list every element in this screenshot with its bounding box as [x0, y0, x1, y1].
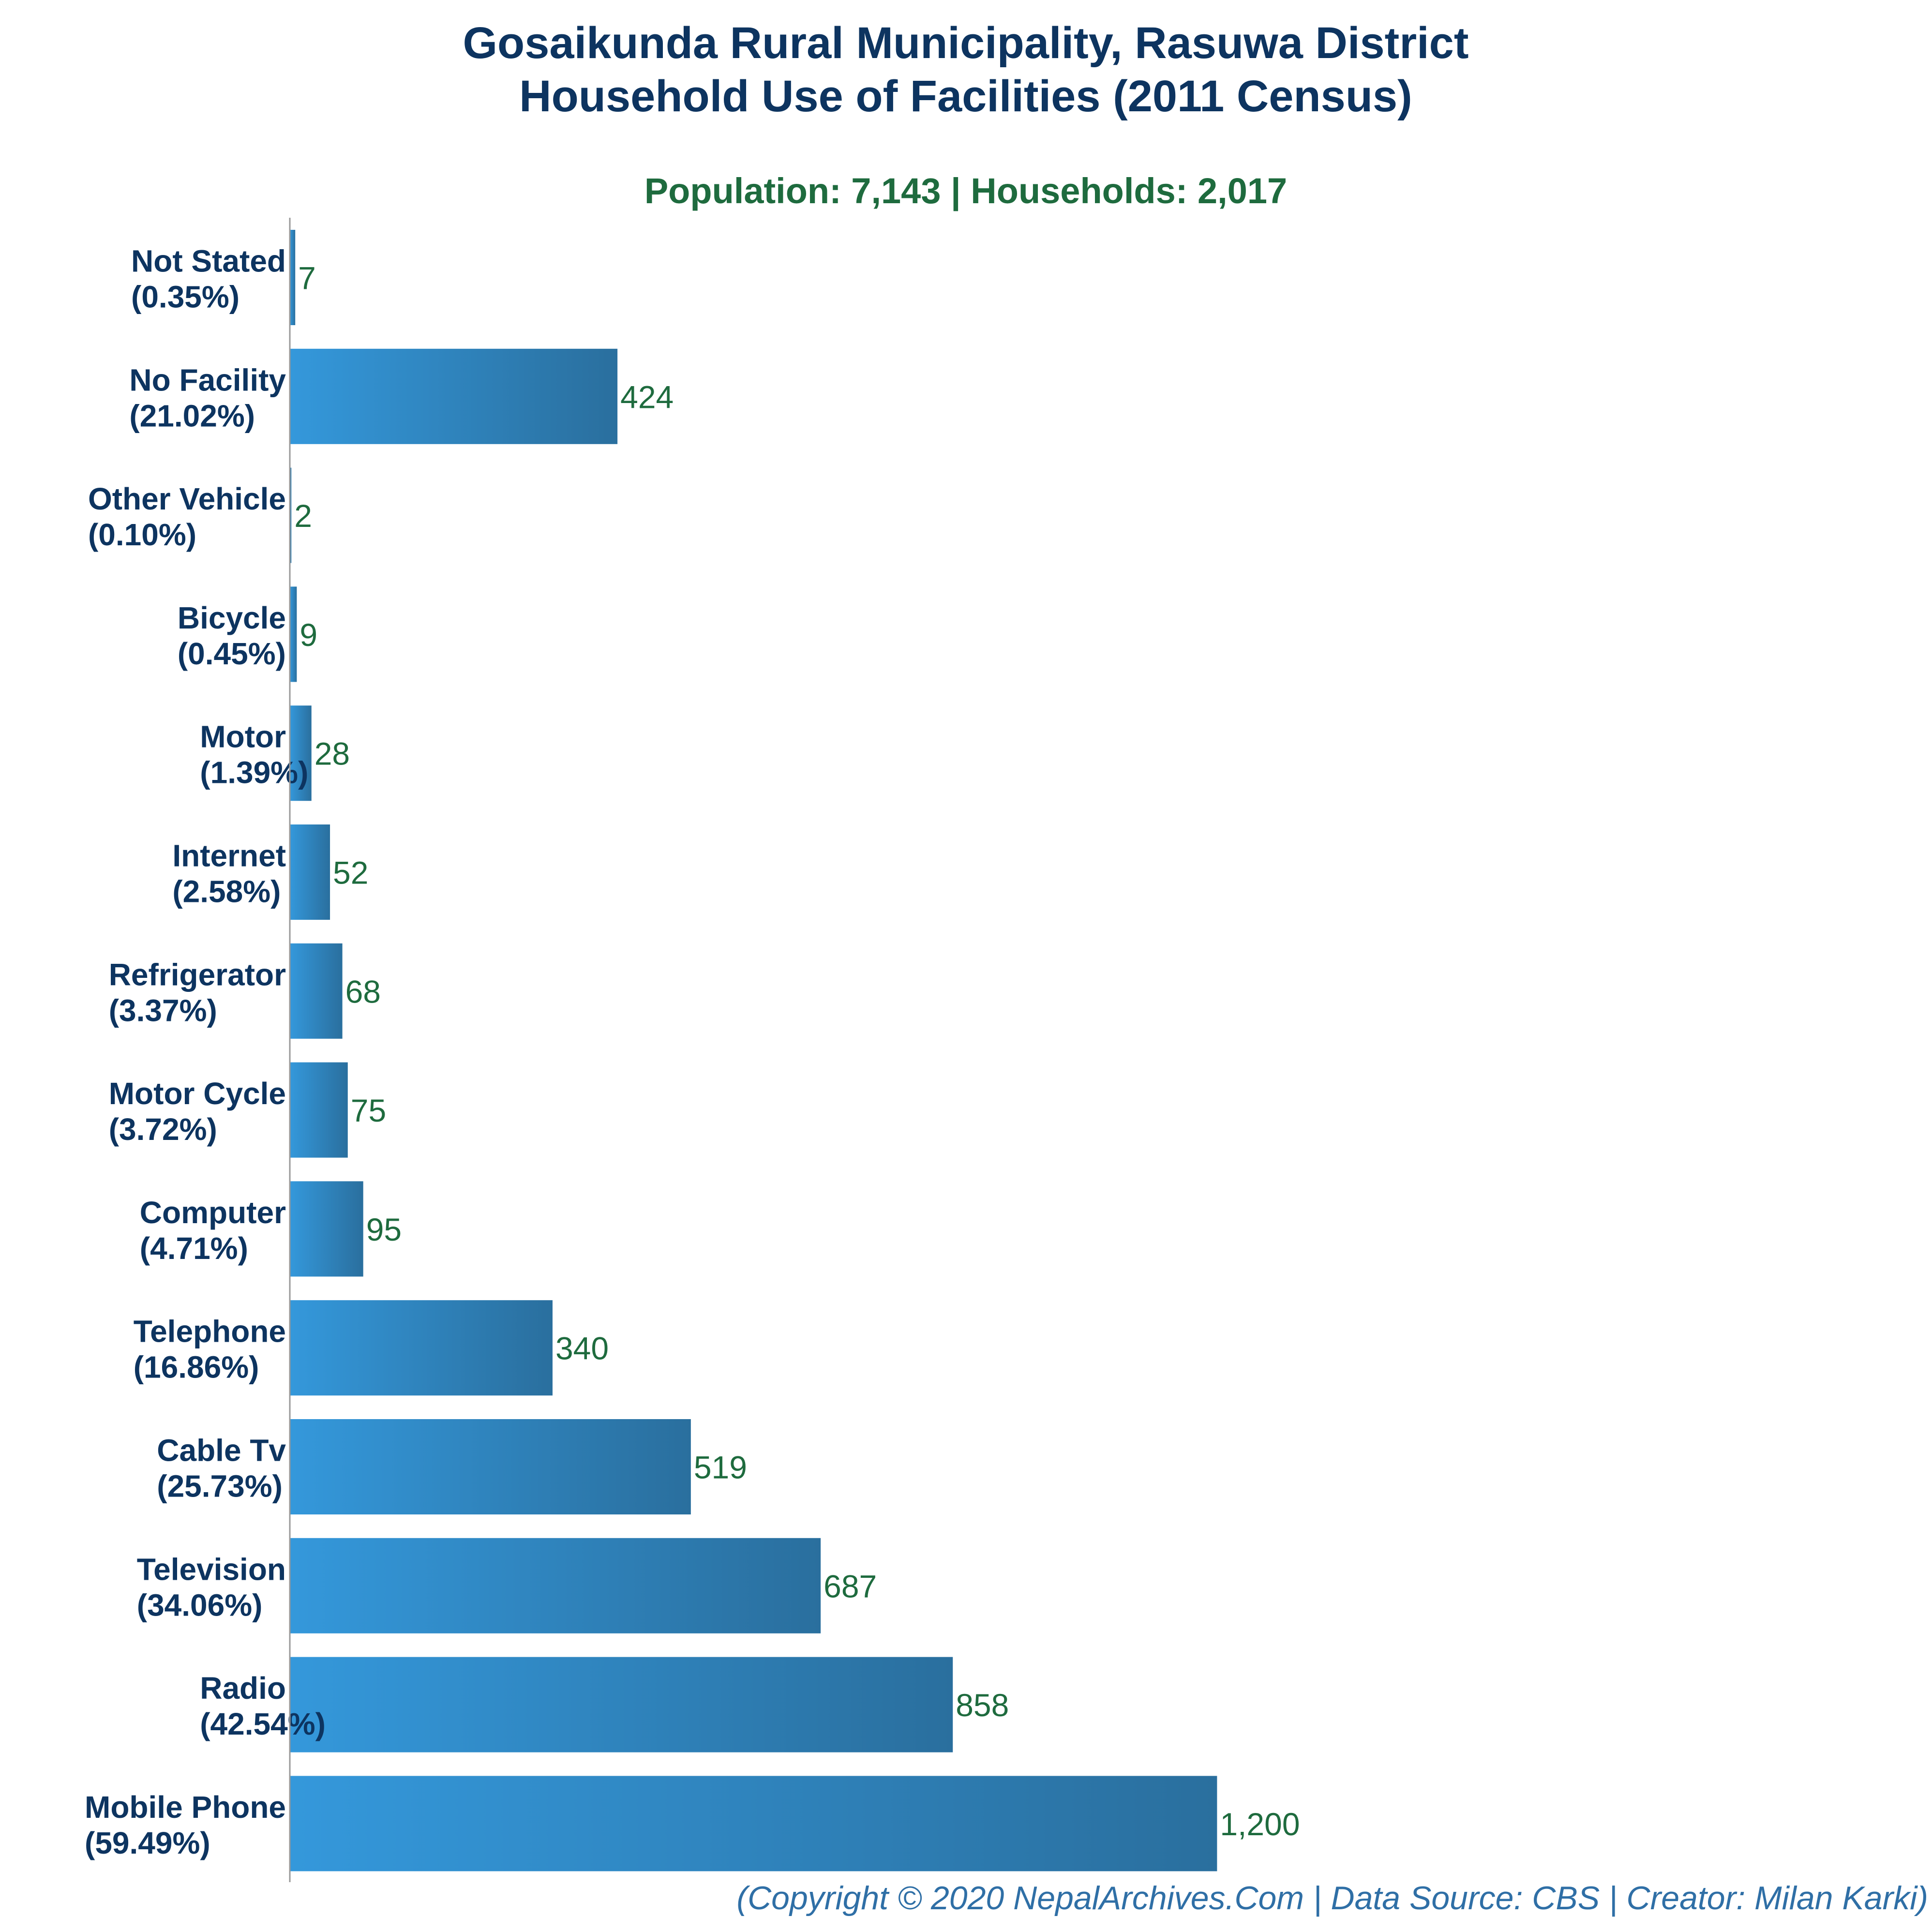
category-pct-other-vehicle: (0.10%): [88, 517, 196, 552]
bar-motor: [290, 705, 312, 801]
category-label-motor: Motor: [200, 719, 286, 754]
category-pct-refrigerator: (3.37%): [109, 993, 217, 1028]
category-label-bicycle: Bicycle: [178, 600, 286, 635]
footer-credit: (Copyright © 2020 NepalArchives.Com | Da…: [736, 1880, 1928, 1917]
category-pct-motor: (1.39%): [200, 755, 308, 790]
value-label-bicycle: 9: [300, 617, 317, 653]
value-label-no-facility: 424: [620, 379, 674, 415]
category-label-mobile-phone: Mobile Phone: [85, 1790, 286, 1825]
bar-television: [290, 1538, 821, 1633]
category-label-radio: Radio: [200, 1671, 286, 1706]
bar-radio: [290, 1657, 953, 1752]
category-label-internet: Internet: [172, 839, 286, 873]
bar-not-stated: [290, 230, 296, 325]
category-label-computer: Computer: [140, 1195, 286, 1230]
value-label-not-stated: 7: [298, 260, 316, 296]
category-pct-computer: (4.71%): [140, 1231, 248, 1266]
value-label-television: 687: [824, 1568, 877, 1604]
value-label-computer: 95: [366, 1212, 402, 1247]
category-label-television: Television: [137, 1552, 286, 1587]
category-label-telephone: Telephone: [134, 1314, 286, 1349]
bar-bicycle: [290, 586, 297, 682]
value-label-internet: 52: [333, 855, 368, 891]
labels-group: 7 Not Stated(0.35%) 424 No Facility(21.02%)…: [85, 244, 1300, 1860]
category-label-refrigerator: Refrigerator: [109, 957, 286, 992]
value-label-other-vehicle: 2: [294, 498, 312, 534]
category-pct-radio: (42.54%): [200, 1707, 326, 1741]
value-label-motor: 28: [315, 736, 350, 772]
bar-other-vehicle: [290, 467, 292, 563]
chart-title-line-2: Household Use of Facilities (2011 Census…: [519, 72, 1412, 121]
category-label-motor-cycle: Motor Cycle: [109, 1076, 286, 1111]
category-pct-telephone: (16.86%): [134, 1350, 259, 1385]
category-pct-bicycle: (0.45%): [178, 636, 286, 671]
chart-title-line-1: Gosaikunda Rural Municipality, Rasuwa Di…: [463, 18, 1469, 68]
category-label-other-vehicle: Other Vehicle: [88, 481, 286, 516]
chart-subtitle: Population: 7,143 | Households: 2,017: [644, 171, 1287, 211]
bar-refrigerator: [290, 943, 343, 1039]
category-pct-television: (34.06%): [137, 1588, 263, 1622]
bar-computer: [290, 1181, 363, 1277]
bar-motor-cycle: [290, 1062, 348, 1158]
bar-cable-tv: [290, 1419, 691, 1514]
category-pct-not-stated: (0.35%): [131, 280, 240, 315]
value-label-mobile-phone: 1,200: [1220, 1806, 1300, 1842]
bar-mobile-phone: [290, 1776, 1217, 1872]
bar-internet: [290, 824, 330, 920]
value-label-cable-tv: 519: [694, 1450, 747, 1485]
category-pct-internet: (2.58%): [172, 874, 281, 909]
category-label-not-stated: Not Stated: [131, 244, 286, 279]
category-pct-cable-tv: (25.73%): [157, 1469, 283, 1504]
category-pct-mobile-phone: (59.49%): [85, 1826, 210, 1860]
category-label-cable-tv: Cable Tv: [157, 1433, 286, 1468]
value-label-telephone: 340: [555, 1331, 609, 1366]
value-label-motor-cycle: 75: [351, 1093, 386, 1128]
value-label-refrigerator: 68: [345, 973, 381, 1009]
value-label-radio: 858: [956, 1687, 1009, 1723]
bars-group: [290, 230, 1217, 1872]
category-pct-motor-cycle: (3.72%): [109, 1112, 217, 1147]
bar-no-facility: [290, 348, 618, 444]
category-label-no-facility: No Facility: [129, 362, 286, 397]
category-pct-no-facility: (21.02%): [129, 398, 255, 433]
bar-telephone: [290, 1300, 553, 1396]
